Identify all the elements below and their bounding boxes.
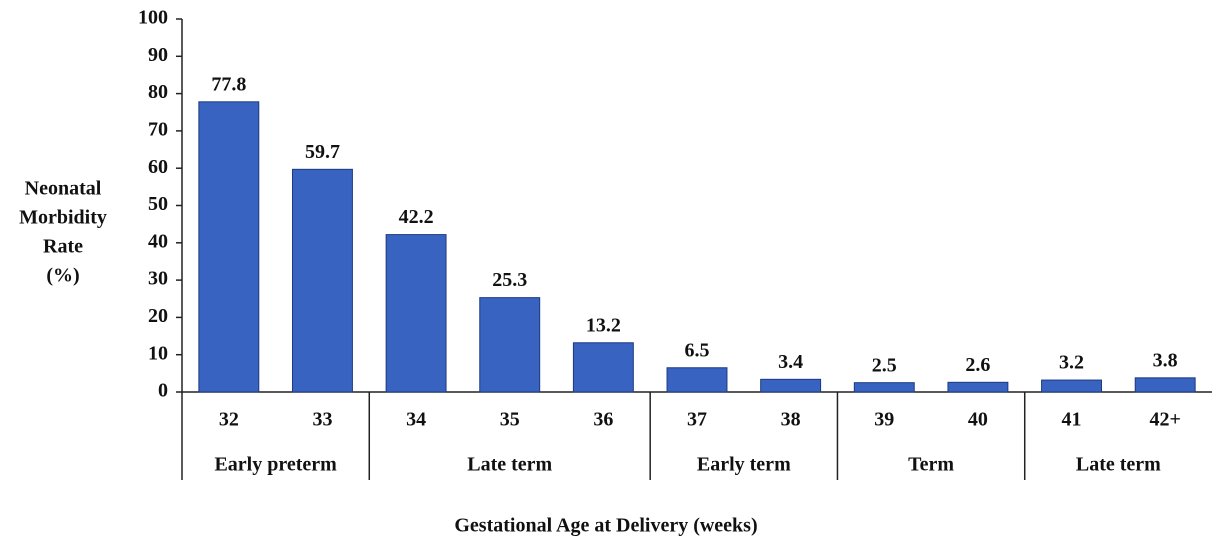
group-label: Late term (1076, 454, 1161, 476)
x-tick-label: 38 (781, 409, 801, 431)
y-axis-title: Morbidity (19, 207, 107, 229)
x-tick-label: 40 (968, 409, 988, 431)
bar (853, 382, 915, 393)
bar (947, 381, 1009, 393)
y-axis-title: Rate (43, 236, 83, 258)
group-label: Term (908, 454, 954, 476)
data-label: 3.8 (1153, 349, 1178, 371)
y-axis-title: (%) (46, 265, 79, 287)
y-tick-label: 0 (158, 380, 168, 402)
bar (479, 297, 541, 393)
y-tick-label: 20 (148, 305, 168, 327)
x-tick-label: 34 (406, 409, 426, 431)
x-tick-label: 42+ (1149, 409, 1180, 431)
y-tick-label: 80 (148, 81, 168, 103)
group-label: Early term (697, 454, 791, 476)
bar (385, 234, 447, 393)
x-tick-label: 37 (687, 409, 707, 431)
data-label: 25.3 (492, 269, 527, 291)
data-label: 3.4 (778, 351, 803, 373)
bar (1041, 379, 1103, 393)
y-tick-label: 30 (148, 268, 168, 290)
y-tick-label: 60 (148, 156, 168, 178)
data-label: 42.2 (399, 206, 434, 228)
bar (572, 342, 634, 393)
x-tick-label: 36 (593, 409, 613, 431)
y-tick-label: 10 (148, 342, 168, 364)
x-tick-label: 33 (312, 409, 332, 431)
x-axis-title: Gestational Age at Delivery (weeks) (454, 515, 757, 537)
bar (760, 378, 822, 393)
y-tick-label: 70 (148, 118, 168, 140)
bar (198, 101, 260, 393)
data-label: 2.6 (965, 354, 990, 376)
y-axis-title: Neonatal (25, 178, 102, 200)
y-tick-label: 100 (138, 7, 168, 29)
data-label: 59.7 (305, 141, 340, 163)
x-tick-label: 35 (500, 409, 520, 431)
data-label: 2.5 (872, 354, 897, 376)
group-label: Late term (467, 454, 552, 476)
data-label: 77.8 (211, 73, 246, 95)
data-label: 6.5 (685, 339, 710, 361)
group-label: Early preterm (214, 454, 337, 476)
x-tick-label: 39 (874, 409, 894, 431)
data-label: 3.2 (1059, 352, 1084, 374)
bar (291, 168, 353, 393)
bar (1134, 377, 1196, 393)
x-tick-label: 32 (219, 409, 239, 431)
y-tick-label: 90 (148, 44, 168, 66)
y-tick-label: 50 (148, 193, 168, 215)
x-tick-label: 41 (1062, 409, 1082, 431)
y-tick-label: 40 (148, 230, 168, 252)
bar (666, 367, 728, 393)
data-label: 13.2 (586, 314, 621, 336)
